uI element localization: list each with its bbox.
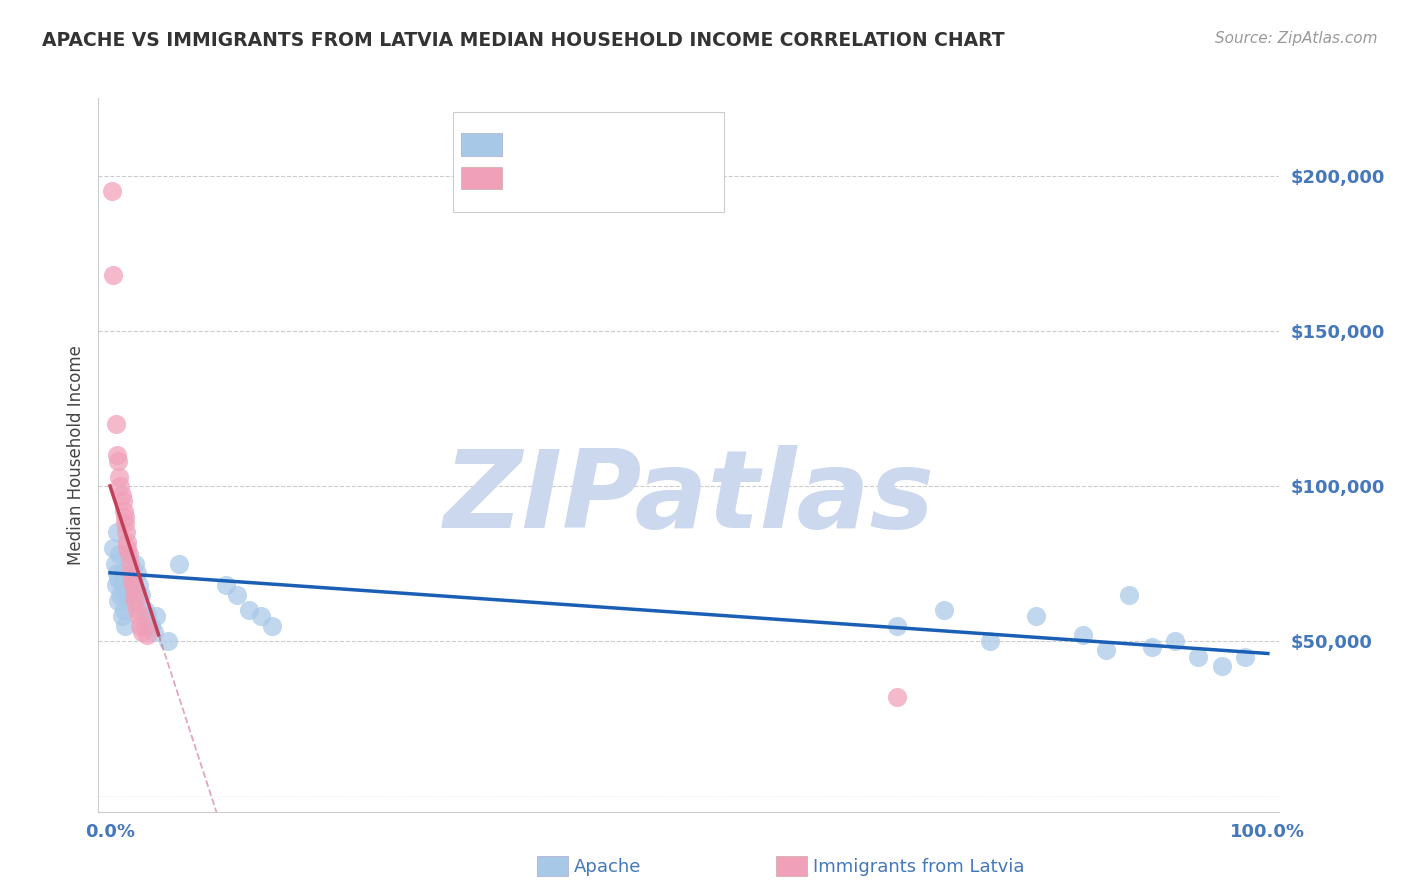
Point [122, 578, 145, 592]
Point [120, 572, 142, 586]
Point [110, 479, 132, 493]
FancyBboxPatch shape [453, 112, 724, 212]
Point [226, 588, 249, 602]
Point [108, 469, 131, 483]
Point [107, 454, 129, 468]
Point [110, 588, 132, 602]
Point [124, 557, 146, 571]
Point [114, 618, 136, 632]
Text: N =: N = [628, 169, 679, 187]
Point [1071, 628, 1094, 642]
Point [117, 534, 139, 549]
Point [124, 593, 146, 607]
Text: -0.523: -0.523 [560, 136, 623, 153]
Point [111, 494, 134, 508]
Text: APACHE VS IMMIGRANTS FROM LATVIA MEDIAN HOUSEHOLD INCOME CORRELATION CHART: APACHE VS IMMIGRANTS FROM LATVIA MEDIAN … [42, 31, 1005, 50]
Point [136, 609, 159, 624]
Point [107, 593, 129, 607]
Point [114, 510, 136, 524]
Point [125, 566, 148, 580]
Point [1187, 649, 1209, 664]
Point [1140, 640, 1163, 655]
Point [117, 541, 139, 555]
Point [115, 588, 138, 602]
Point [103, 541, 125, 555]
Point [128, 609, 150, 624]
Y-axis label: Median Household Income: Median Household Income [66, 345, 84, 565]
Point [110, 488, 132, 502]
Point [136, 628, 159, 642]
Point [122, 578, 145, 592]
Point [124, 588, 146, 602]
Point [112, 603, 135, 617]
Point [129, 588, 152, 602]
Point [979, 634, 1001, 648]
Point [1094, 643, 1116, 657]
Point [110, 609, 132, 624]
Point [105, 525, 128, 540]
Point [104, 417, 127, 431]
Point [1164, 634, 1187, 648]
Point [118, 557, 141, 571]
Point [932, 603, 955, 617]
Text: 47: 47 [683, 136, 707, 153]
Point [105, 566, 128, 580]
Point [105, 448, 128, 462]
Point [886, 618, 908, 632]
Point [886, 690, 908, 704]
Point [125, 603, 148, 617]
Point [1025, 609, 1047, 624]
Point [129, 618, 152, 632]
Text: Apache: Apache [574, 858, 641, 876]
Point [110, 566, 132, 580]
FancyBboxPatch shape [461, 167, 502, 189]
Point [117, 547, 139, 561]
Point [108, 547, 131, 561]
Point [114, 516, 136, 531]
Text: Immigrants from Latvia: Immigrants from Latvia [813, 858, 1024, 876]
Point [1118, 588, 1140, 602]
Point [139, 618, 162, 632]
Text: R =: R = [516, 169, 553, 187]
Point [215, 578, 238, 592]
Point [156, 634, 179, 648]
Text: 29: 29 [683, 169, 707, 187]
Point [117, 547, 139, 561]
Point [143, 624, 166, 639]
Point [103, 268, 125, 282]
Point [120, 566, 142, 580]
Point [104, 557, 127, 571]
Point [134, 603, 156, 617]
Text: N =: N = [628, 136, 679, 153]
Point [128, 578, 150, 592]
Point [1233, 649, 1256, 664]
Text: R =: R = [516, 136, 553, 153]
Point [238, 603, 260, 617]
Point [111, 578, 134, 592]
Text: -0.307: -0.307 [560, 169, 623, 187]
Point [262, 618, 284, 632]
Point [107, 572, 129, 586]
Point [104, 578, 127, 592]
Text: Source: ZipAtlas.com: Source: ZipAtlas.com [1215, 31, 1378, 46]
Point [249, 609, 271, 624]
Point [101, 184, 124, 198]
Point [134, 618, 156, 632]
Point [169, 557, 191, 571]
Point [118, 593, 141, 607]
Point [115, 525, 138, 540]
Text: ZIPatlas: ZIPatlas [443, 445, 935, 550]
FancyBboxPatch shape [461, 133, 502, 156]
Point [121, 572, 143, 586]
Point [131, 624, 153, 639]
Point [112, 504, 135, 518]
Point [1211, 659, 1233, 673]
Point [145, 609, 167, 624]
